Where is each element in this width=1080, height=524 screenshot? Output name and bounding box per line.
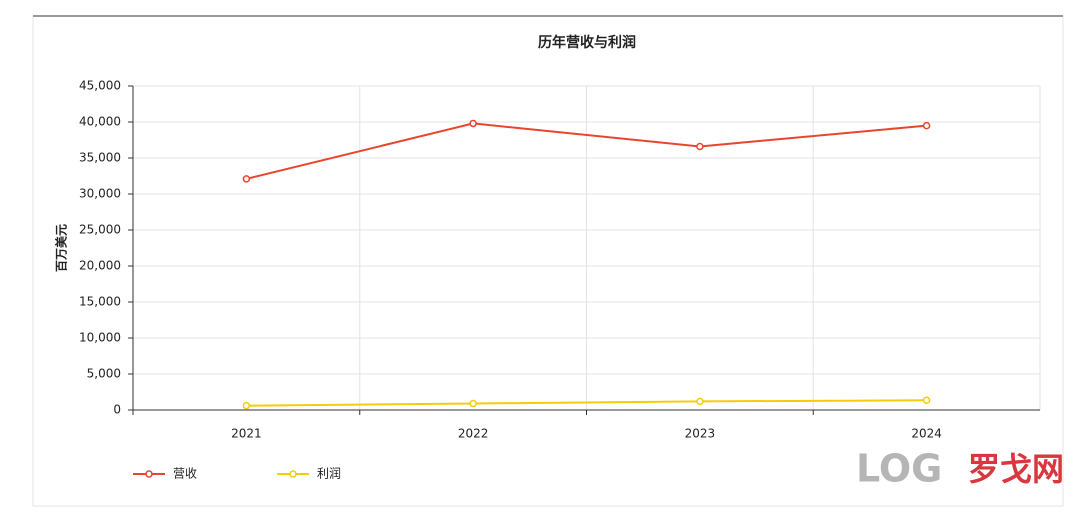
legend-label: 营收	[173, 467, 197, 481]
series-line	[246, 399, 927, 407]
x-tick-label: 2024	[911, 427, 942, 441]
watermark-brand: LOG	[856, 447, 942, 491]
point	[696, 142, 704, 151]
y-tick-label: 35,000	[79, 151, 121, 165]
x-tick-label: 2022	[458, 427, 489, 441]
y-tick-label: 10,000	[79, 331, 121, 345]
y-tick-label: 40,000	[79, 115, 121, 129]
chart-title: 历年营收与利润	[538, 34, 636, 51]
point	[922, 396, 931, 405]
legend-marker	[289, 470, 297, 478]
point	[696, 397, 704, 406]
y-tick-label: 25,000	[79, 223, 121, 237]
point	[242, 401, 251, 410]
y-axis-label: 百万美元	[54, 224, 69, 272]
y-tick-label: 45,000	[79, 79, 121, 93]
point	[242, 175, 251, 183]
point	[469, 119, 477, 128]
legend-marker	[145, 470, 153, 478]
legend-label: 利润	[317, 467, 341, 481]
x-tick-label: 2021	[231, 427, 262, 441]
y-tick-label: 20,000	[79, 259, 121, 273]
watermark-name: 罗戈网	[968, 450, 1064, 488]
y-tick-label: 15,000	[79, 295, 121, 309]
series-line	[246, 122, 927, 180]
point	[922, 121, 931, 130]
frame	[32, 15, 1064, 507]
watermark: LOG 罗戈网	[856, 447, 1064, 491]
y-tick-label: 5,000	[87, 367, 121, 381]
point	[469, 399, 477, 408]
y-tick-label: 0	[113, 403, 121, 417]
x-tick-label: 2023	[685, 427, 716, 441]
y-tick-label: 30,000	[79, 187, 121, 201]
